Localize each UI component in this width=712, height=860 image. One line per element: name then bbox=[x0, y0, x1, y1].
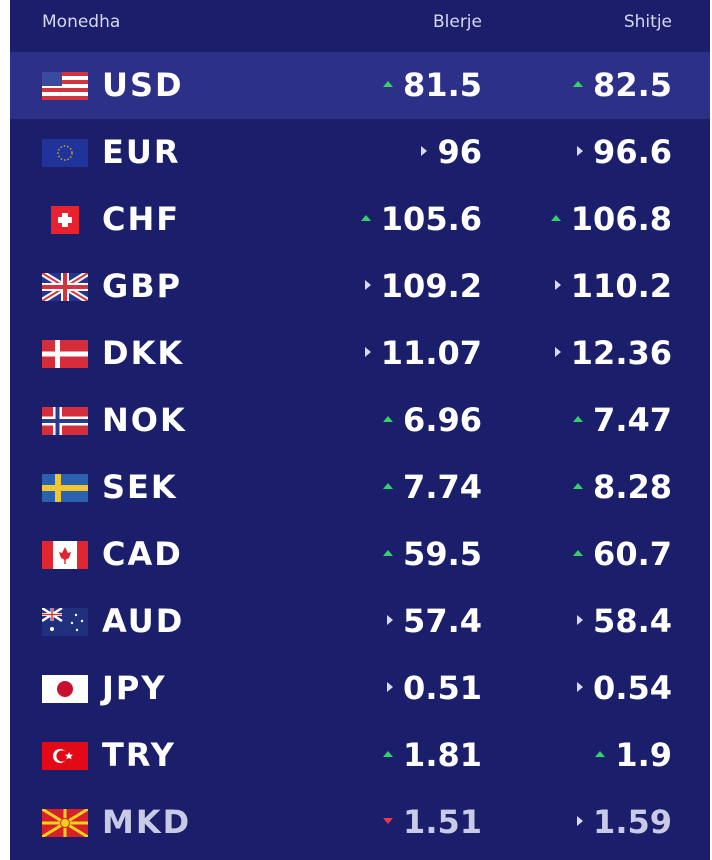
rate-row-cad[interactable]: CAD 59.5 60.7 bbox=[10, 521, 710, 588]
jp-flag-icon bbox=[42, 675, 88, 703]
trend-neutral-icon bbox=[554, 280, 561, 290]
rate-row-gbp[interactable]: GBP 109.2 110.2 bbox=[10, 253, 710, 320]
buy-rate: 6.96 bbox=[383, 401, 482, 439]
trend-neutral-icon bbox=[577, 146, 584, 156]
trend-up-icon bbox=[573, 81, 584, 87]
trend-neutral-icon bbox=[577, 816, 584, 826]
table-header: Monedha Blerje Shitje bbox=[10, 0, 710, 52]
sell-rate: 60.7 bbox=[573, 535, 672, 573]
trend-neutral-icon bbox=[577, 615, 584, 625]
rate-row-dkk[interactable]: DKK 11.07 12.36 bbox=[10, 320, 710, 387]
trend-up-icon bbox=[383, 483, 394, 489]
sell-rate: 1.59 bbox=[577, 803, 672, 841]
trend-up-icon bbox=[360, 215, 371, 221]
no-flag-icon bbox=[42, 407, 88, 435]
trend-up-icon bbox=[383, 416, 394, 422]
rate-row-sek[interactable]: SEK 7.74 8.28 bbox=[10, 454, 710, 521]
rate-row-usd[interactable]: USD 81.5 82.5 bbox=[10, 52, 710, 119]
sell-rate: 0.54 bbox=[577, 669, 672, 707]
header-sell: Shitje bbox=[623, 12, 672, 32]
rate-row-try[interactable]: TRY 1.81 1.9 bbox=[10, 722, 710, 789]
sell-rate: 8.28 bbox=[573, 468, 672, 506]
trend-neutral-icon bbox=[364, 280, 371, 290]
trend-neutral-icon bbox=[554, 347, 561, 357]
sell-rate: 96.6 bbox=[577, 133, 672, 171]
exchange-rate-board: Monedha Blerje Shitje USD 81.5 82.5 EUR … bbox=[10, 0, 710, 860]
currency-code: USD bbox=[102, 66, 184, 104]
buy-rate: 11.07 bbox=[364, 334, 482, 372]
header-currency: Monedha bbox=[42, 12, 121, 32]
buy-rate: 81.5 bbox=[383, 66, 482, 104]
buy-rate: 1.81 bbox=[383, 736, 482, 774]
currency-code: EUR bbox=[102, 133, 181, 171]
currency-code: DKK bbox=[102, 334, 185, 372]
buy-rate: 57.4 bbox=[387, 602, 482, 640]
trend-up-icon bbox=[573, 483, 584, 489]
buy-rate: 96 bbox=[421, 133, 482, 171]
currency-code: TRY bbox=[102, 736, 176, 774]
currency-code: GBP bbox=[102, 267, 183, 305]
trend-up-icon bbox=[595, 751, 606, 757]
tr-flag-icon bbox=[42, 742, 88, 770]
au-flag-icon bbox=[42, 608, 88, 636]
currency-code: CHF bbox=[102, 200, 181, 238]
mk-flag-icon bbox=[42, 809, 88, 837]
trend-neutral-icon bbox=[387, 615, 394, 625]
ch-flag-icon bbox=[51, 206, 79, 234]
buy-rate: 59.5 bbox=[383, 535, 482, 573]
trend-down-icon bbox=[383, 818, 394, 824]
buy-rate: 1.51 bbox=[383, 803, 482, 841]
dk-flag-icon bbox=[42, 340, 88, 368]
header-buy: Blerje bbox=[432, 12, 482, 32]
eu-flag-icon bbox=[42, 139, 88, 167]
trend-neutral-icon bbox=[364, 347, 371, 357]
currency-code: SEK bbox=[102, 468, 178, 506]
currency-code: MKD bbox=[102, 803, 192, 841]
rate-row-nok[interactable]: NOK 6.96 7.47 bbox=[10, 387, 710, 454]
sell-rate: 110.2 bbox=[554, 267, 672, 305]
buy-rate: 109.2 bbox=[364, 267, 482, 305]
buy-rate: 0.51 bbox=[387, 669, 482, 707]
buy-rate: 7.74 bbox=[383, 468, 482, 506]
rate-row-jpy[interactable]: JPY 0.51 0.54 bbox=[10, 655, 710, 722]
se-flag-icon bbox=[42, 474, 88, 502]
ca-flag-icon bbox=[42, 541, 88, 569]
sell-rate: 58.4 bbox=[577, 602, 672, 640]
trend-neutral-icon bbox=[387, 682, 394, 692]
currency-code: JPY bbox=[102, 669, 167, 707]
trend-up-icon bbox=[383, 751, 394, 757]
trend-neutral-icon bbox=[421, 146, 428, 156]
rate-row-chf[interactable]: CHF 105.6 106.8 bbox=[10, 186, 710, 253]
gb-flag-icon bbox=[42, 273, 88, 301]
sell-rate: 1.9 bbox=[595, 736, 672, 774]
currency-code: CAD bbox=[102, 535, 183, 573]
us-flag-icon bbox=[42, 72, 88, 100]
trend-up-icon bbox=[383, 81, 394, 87]
trend-up-icon bbox=[573, 416, 584, 422]
rate-row-mkd[interactable]: MKD 1.51 1.59 bbox=[10, 789, 710, 856]
rate-row-eur[interactable]: EUR 96 96.6 bbox=[10, 119, 710, 186]
trend-up-icon bbox=[550, 215, 561, 221]
sell-rate: 7.47 bbox=[573, 401, 672, 439]
trend-up-icon bbox=[383, 550, 394, 556]
currency-code: NOK bbox=[102, 401, 187, 439]
sell-rate: 12.36 bbox=[554, 334, 672, 372]
trend-up-icon bbox=[573, 550, 584, 556]
sell-rate: 82.5 bbox=[573, 66, 672, 104]
rate-row-aud[interactable]: AUD 57.4 58.4 bbox=[10, 588, 710, 655]
trend-neutral-icon bbox=[577, 682, 584, 692]
currency-code: AUD bbox=[102, 602, 185, 640]
sell-rate: 106.8 bbox=[550, 200, 672, 238]
buy-rate: 105.6 bbox=[360, 200, 482, 238]
